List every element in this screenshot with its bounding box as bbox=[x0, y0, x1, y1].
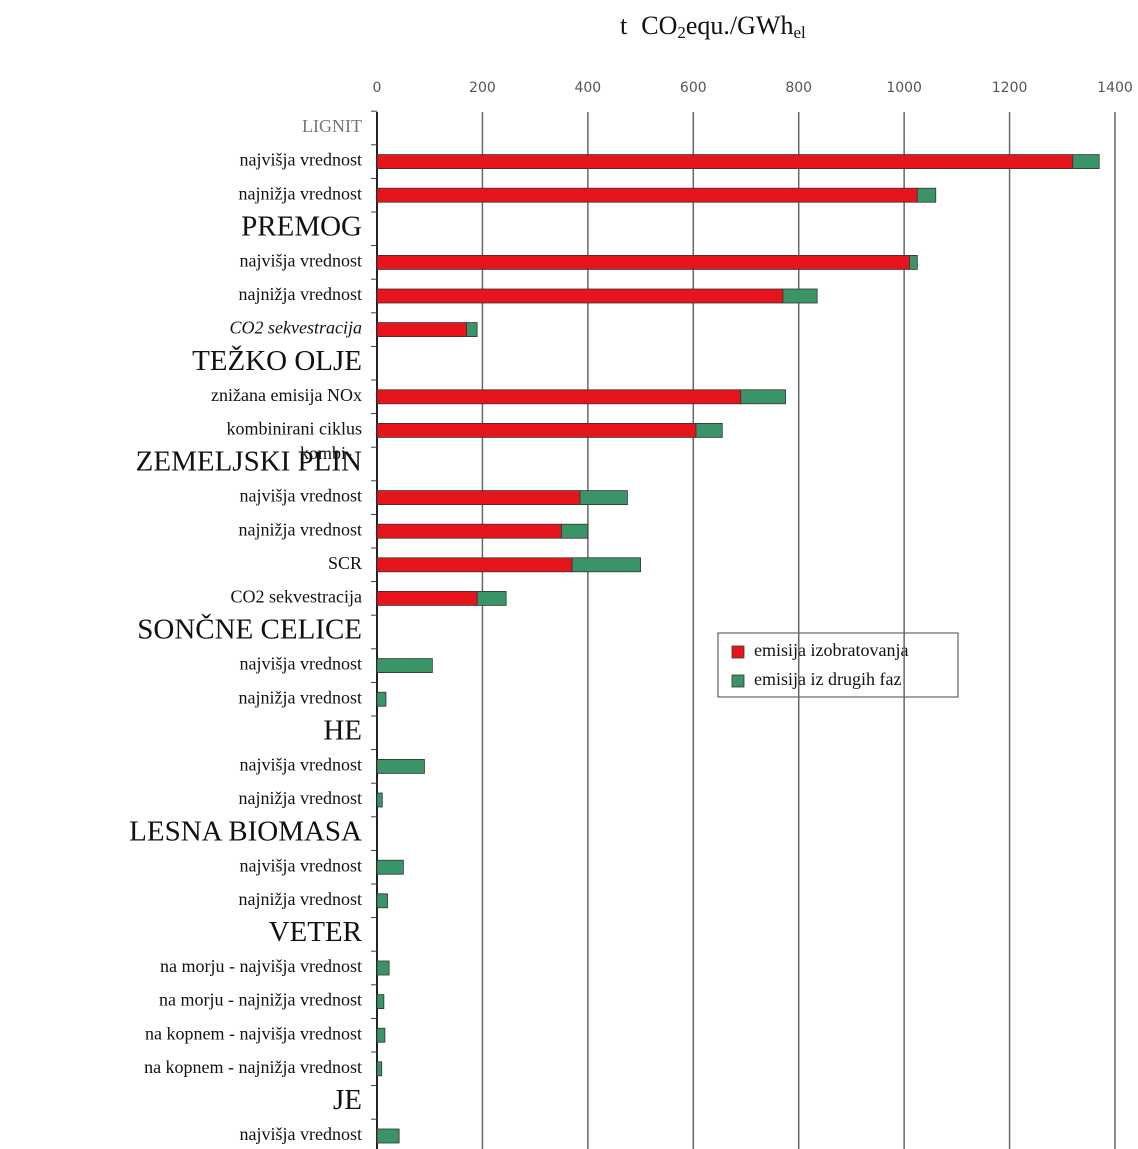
x-tick-label: 200 bbox=[469, 80, 496, 96]
legend-label: emisija izobratovanja bbox=[754, 640, 908, 660]
category-label: VETER bbox=[269, 916, 363, 948]
category-label: najvišja vrednost bbox=[240, 855, 362, 875]
bar-segment bbox=[476, 591, 507, 606]
bar-segment bbox=[376, 994, 385, 1009]
category-label: LESNA BIOMASA bbox=[129, 815, 362, 847]
bar-segment bbox=[376, 1027, 386, 1043]
title-part: equ./GWh bbox=[686, 11, 794, 40]
category-label: najnižja vrednost bbox=[239, 183, 362, 203]
bar-segment bbox=[909, 254, 918, 270]
bar-segment bbox=[376, 658, 433, 673]
bar-segment bbox=[571, 557, 641, 573]
category-label: TEŽKO OLJE bbox=[192, 344, 362, 377]
bar-segment bbox=[376, 1128, 400, 1144]
bar-segment bbox=[376, 254, 910, 270]
annotation: kombi- bbox=[300, 443, 352, 463]
category-label: HE bbox=[323, 714, 362, 746]
title-part: t bbox=[620, 11, 628, 40]
bar-segment bbox=[376, 792, 383, 808]
bar-segment bbox=[376, 557, 573, 573]
bar-segment bbox=[376, 523, 562, 539]
legend: emisija izobratovanja emisija iz drugih f… bbox=[717, 632, 959, 698]
category-label: CO2 sekvestracija bbox=[231, 587, 362, 607]
category-label: na kopnem - najvišja vrednost bbox=[145, 1023, 362, 1043]
category-label: SCR bbox=[328, 553, 362, 573]
chart-title: t CO2equ./GWhel bbox=[620, 11, 806, 42]
x-tick-label: 600 bbox=[680, 80, 707, 96]
bar-segment bbox=[376, 389, 742, 405]
category-label: na kopnem - najnižja vrednost bbox=[144, 1057, 362, 1077]
x-tick-label: 1400 bbox=[1097, 80, 1133, 96]
category-label: najvišja vrednost bbox=[240, 654, 362, 674]
category-label: kombinirani ciklus bbox=[227, 419, 362, 439]
bar-segment bbox=[376, 154, 1074, 170]
bar-segment bbox=[376, 759, 425, 774]
legend-box bbox=[717, 632, 959, 698]
bar-segment bbox=[376, 893, 388, 909]
bar-segment bbox=[376, 422, 697, 438]
bar-segment bbox=[376, 960, 390, 976]
bar-segment bbox=[376, 691, 387, 707]
x-tick-label: 1000 bbox=[886, 80, 922, 96]
category-label: najnižja vrednost bbox=[239, 788, 362, 808]
x-tick-label: 0 bbox=[373, 80, 382, 96]
bar-segment bbox=[579, 490, 628, 506]
legend-label: emisija iz drugih faz bbox=[754, 669, 901, 689]
category-label: najvišja vrednost bbox=[240, 1124, 362, 1144]
bar-segment bbox=[466, 322, 478, 338]
bar-segment bbox=[376, 859, 404, 875]
category-label: na morju - najnižja vrednost bbox=[159, 990, 362, 1010]
category-label: PREMOG bbox=[241, 210, 362, 242]
category-label: ZEMELJSKI PLIN bbox=[136, 446, 362, 478]
bar-segment bbox=[376, 490, 581, 506]
category-label: najnižja vrednost bbox=[239, 889, 362, 909]
bar-segment bbox=[376, 591, 478, 606]
bar-segment bbox=[376, 187, 918, 203]
bar-segment bbox=[376, 288, 784, 304]
bar-segment bbox=[740, 389, 786, 405]
title-part: 2 bbox=[677, 23, 686, 42]
category-label: najvišja vrednost bbox=[240, 755, 362, 775]
category-label: najnižja vrednost bbox=[239, 687, 362, 707]
title-part: CO bbox=[641, 11, 677, 40]
legend-swatch bbox=[731, 674, 745, 688]
category-label: najnižja vrednost bbox=[239, 519, 362, 539]
bar-segment bbox=[561, 523, 589, 539]
bar-segment bbox=[916, 187, 937, 203]
x-tick-label: 1200 bbox=[992, 80, 1028, 96]
x-tick-label: 400 bbox=[574, 80, 601, 96]
category-label: JE bbox=[333, 1084, 362, 1116]
category-label: najvišja vrednost bbox=[240, 150, 362, 170]
bar-segment bbox=[1072, 154, 1100, 170]
category-label: na morju - najvišja vrednost bbox=[160, 956, 362, 976]
bar-segment bbox=[782, 288, 818, 304]
category-label: znižana emisija NOx bbox=[211, 385, 362, 405]
category-label: LIGNIT bbox=[302, 116, 362, 136]
legend-swatch bbox=[731, 645, 745, 659]
category-label: najvišja vrednost bbox=[240, 251, 362, 271]
x-tick-label: 800 bbox=[785, 80, 812, 96]
bar-segment bbox=[376, 322, 468, 338]
title-part: el bbox=[793, 23, 806, 42]
category-label: SONČNE CELICE bbox=[137, 613, 362, 646]
bar-segment bbox=[695, 422, 723, 438]
category-label: CO2 sekvestracija bbox=[230, 318, 362, 338]
bar-segment bbox=[376, 1061, 383, 1077]
category-label: najvišja vrednost bbox=[240, 486, 362, 506]
category-label: najnižja vrednost bbox=[239, 284, 362, 304]
